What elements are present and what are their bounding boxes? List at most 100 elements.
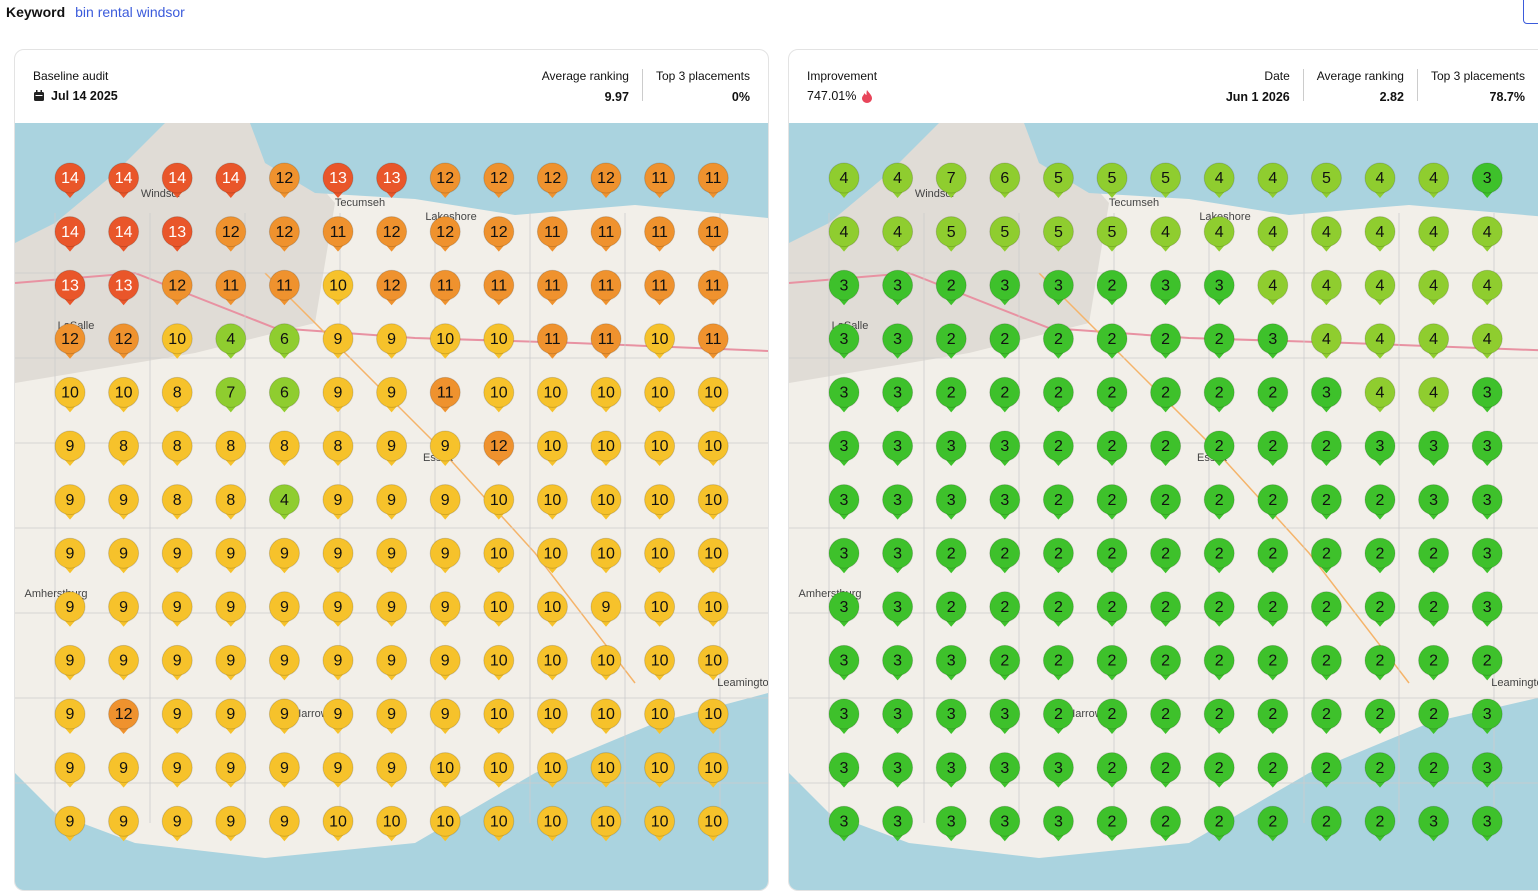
pin-shape	[439, 619, 452, 627]
pin-shape	[600, 512, 612, 520]
pin-circle	[536, 537, 568, 569]
pin-shape	[891, 244, 904, 252]
pin-shape	[1266, 244, 1279, 252]
rank-pin: 3	[1471, 591, 1503, 627]
rank-value: 3	[1483, 545, 1492, 562]
rank-value: 3	[1429, 813, 1438, 830]
pin-circle	[215, 752, 247, 784]
pin-shape	[1052, 834, 1065, 842]
rank-value: 4	[1376, 170, 1385, 187]
pin-shape	[439, 298, 452, 306]
rank-pin: 4	[268, 484, 300, 520]
pin-circle	[483, 376, 515, 408]
pin-circle	[1257, 644, 1289, 676]
rank-pin: 10	[697, 484, 729, 520]
pin-shape	[1106, 298, 1118, 306]
pin-shape	[332, 298, 344, 306]
pin-circle	[322, 376, 354, 408]
rank-value: 11	[651, 277, 668, 294]
rank-pin: 9	[215, 591, 247, 627]
rank-value: 9	[280, 599, 289, 616]
rank-pin: 8	[215, 430, 247, 466]
keyword-value[interactable]: bin rental windsor	[75, 4, 185, 20]
pin-shape	[838, 191, 850, 198]
rank-pin: 10	[483, 323, 515, 359]
pin-circle	[1310, 698, 1342, 730]
pin-circle	[1257, 484, 1289, 516]
rank-pin: 10	[697, 376, 729, 413]
rank-pin: 10	[483, 805, 515, 842]
rank-pin: 3	[1257, 323, 1289, 359]
rank-pin: 14	[161, 162, 193, 198]
rank-pin: 8	[161, 376, 193, 413]
pin-circle	[1418, 537, 1450, 569]
stat: Average ranking 9.97	[542, 69, 629, 104]
rank-pin: 9	[54, 698, 86, 734]
pin-circle	[536, 698, 568, 730]
pin-shape	[998, 351, 1011, 359]
pin-circle	[1150, 591, 1182, 623]
rank-pin: 3	[989, 430, 1021, 466]
rank-value: 6	[280, 331, 289, 348]
pin-shape	[278, 405, 291, 413]
pin-circle	[1471, 430, 1503, 462]
rank-value: 3	[1000, 706, 1009, 723]
rank-value: 11	[437, 385, 454, 402]
pin-circle	[1203, 644, 1235, 676]
rank-value: 9	[387, 599, 396, 616]
rank-value: 2	[1215, 385, 1224, 402]
rank-value: 10	[597, 706, 615, 723]
rank-value: 9	[119, 599, 128, 616]
pin-shape	[1320, 566, 1333, 574]
rank-value: 4	[1483, 331, 1492, 348]
rank-pin: 4	[1203, 216, 1235, 252]
pin-shape	[1159, 673, 1172, 681]
rank-pin: 3	[828, 591, 860, 627]
pin-circle	[1310, 805, 1342, 837]
pin-shape	[1266, 619, 1279, 627]
pin-circle	[1203, 430, 1235, 462]
pin-shape	[1213, 459, 1226, 466]
pin-shape	[171, 619, 184, 627]
rank-pin: 2	[1042, 376, 1074, 413]
rank-value: 2	[1322, 760, 1331, 777]
rank-value: 2	[1215, 438, 1224, 455]
rank-value: 9	[280, 653, 289, 670]
pin-circle	[1310, 537, 1342, 569]
pin-shape	[945, 512, 958, 520]
pin-circle	[108, 323, 140, 355]
pin-circle	[697, 430, 729, 462]
rank-value: 9	[173, 653, 182, 670]
rank-value: 10	[436, 813, 454, 830]
pin-shape	[998, 298, 1011, 306]
pin-shape	[171, 834, 184, 842]
rank-value: 2	[1054, 599, 1063, 616]
rank-value: 9	[441, 599, 450, 616]
pin-shape	[224, 512, 237, 520]
pin-shape	[224, 780, 237, 788]
pin-circle	[54, 430, 86, 462]
pin-circle	[1096, 323, 1128, 355]
rank-value: 9	[441, 545, 450, 562]
rank-value: 2	[1054, 438, 1063, 455]
rank-pin: 2	[1042, 430, 1074, 466]
rank-pin: 5	[1096, 216, 1128, 252]
pin-shape	[278, 459, 291, 466]
pin-shape	[1266, 512, 1279, 520]
rank-pin: 10	[697, 591, 729, 627]
pin-circle	[536, 805, 568, 837]
rank-value: 10	[651, 545, 669, 562]
rank-pin: 12	[483, 216, 515, 252]
rank-pin: 2	[1096, 323, 1128, 359]
rank-pin: 2	[1096, 430, 1128, 466]
pin-shape	[1106, 619, 1118, 627]
rank-value: 12	[115, 331, 133, 348]
rank-pin: 2	[1257, 537, 1289, 574]
rank-pin: 4	[828, 162, 860, 198]
rank-value: 3	[840, 545, 849, 562]
rank-pin: 3	[1471, 698, 1503, 734]
pin-circle	[935, 698, 967, 730]
rank-value: 11	[651, 170, 668, 187]
rank-value: 11	[330, 224, 347, 241]
menu-button[interactable]	[1523, 0, 1538, 24]
